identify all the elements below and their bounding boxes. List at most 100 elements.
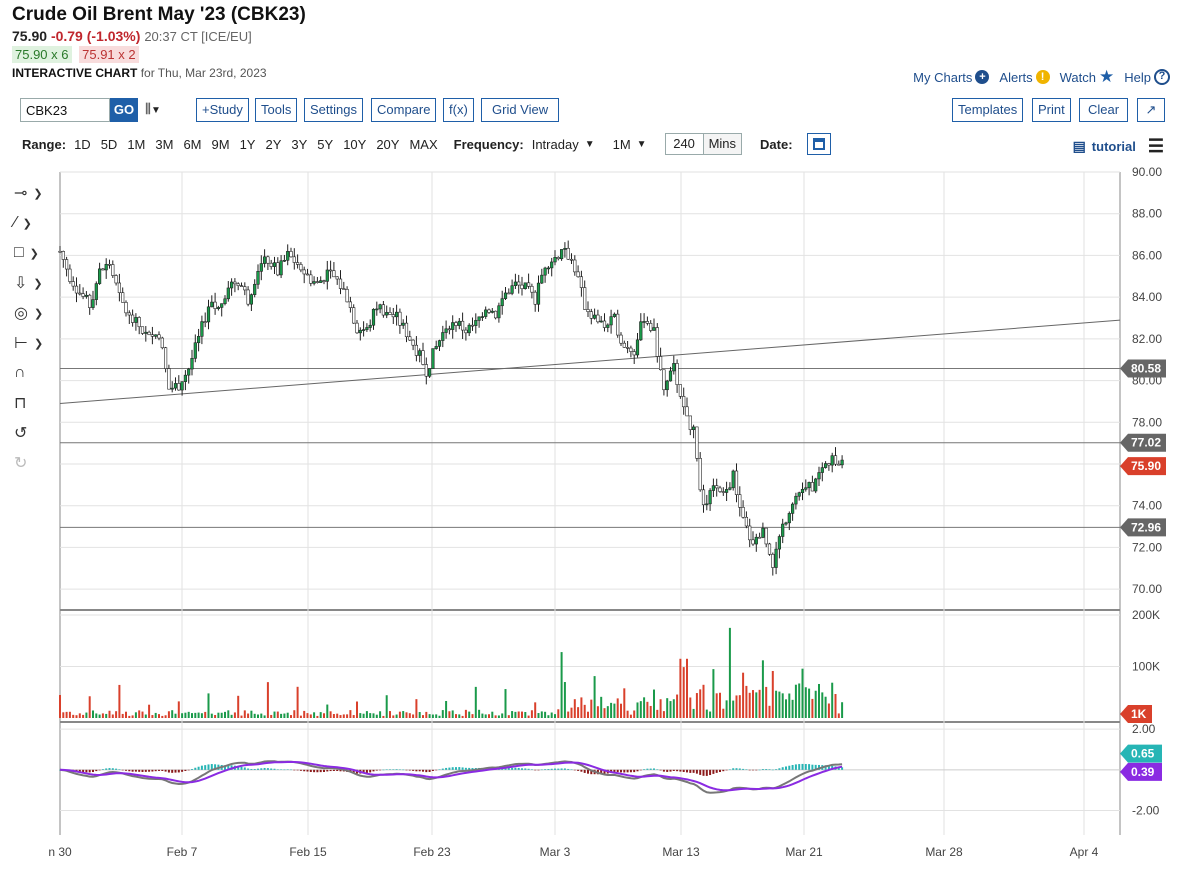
volume-bar	[748, 692, 751, 718]
volume-bar	[560, 652, 563, 718]
candle-body	[259, 263, 263, 272]
volume-bar	[92, 710, 94, 718]
macd-histogram-bar	[111, 768, 114, 770]
watch-link[interactable]: Watch ★	[1060, 67, 1115, 87]
chevron-right-icon: ❯	[33, 187, 43, 200]
settings-button[interactable]: Settings	[304, 98, 363, 122]
shape-tool[interactable]: □ ❯	[14, 238, 54, 268]
range-10y[interactable]: 10Y	[343, 136, 367, 152]
macd-histogram-bar	[788, 765, 791, 770]
macd-histogram-bar	[488, 768, 490, 770]
help-link[interactable]: Help?	[1124, 69, 1170, 85]
range-5d[interactable]: 5D	[100, 136, 118, 152]
chart-type-dropdown[interactable]: ⫼▼	[145, 101, 161, 117]
macd-histogram-bar	[445, 767, 448, 770]
volume-bar	[115, 711, 118, 718]
range-2y[interactable]: 2Y	[265, 136, 282, 152]
volume-bar	[398, 711, 401, 718]
macd-histogram-bar	[530, 769, 533, 770]
volume-bar	[435, 714, 438, 718]
quote-line: 75.90 -0.79 (-1.03%) 20:37 CT [ICE/EU]	[12, 28, 1172, 44]
range-1y[interactable]: 1Y	[239, 136, 256, 152]
volume-bar	[613, 703, 616, 718]
magnet-tool[interactable]: ∩	[14, 358, 54, 388]
top-links: My Charts + Alerts! Watch ★ Help?	[913, 67, 1170, 87]
candle-body	[619, 334, 623, 344]
volume-bar	[689, 697, 692, 718]
macd-histogram-bar	[814, 764, 817, 770]
chevron-right-icon: ❯	[33, 307, 44, 320]
volume-bar	[349, 710, 352, 718]
volume-bar	[567, 711, 570, 718]
macd-histogram-bar	[412, 769, 415, 771]
print-button[interactable]: Print	[1032, 98, 1071, 122]
macd-histogram-bar	[121, 769, 124, 771]
lock-tool[interactable]: ⊓	[14, 388, 54, 418]
candle-body	[807, 482, 811, 489]
macd-histogram-bar	[649, 768, 652, 770]
function-button[interactable]: f(x)	[443, 98, 474, 122]
tools-button[interactable]: Tools	[255, 98, 298, 122]
volume-bar	[266, 682, 269, 718]
range-6m[interactable]: 6M	[183, 136, 202, 152]
interval-dropdown[interactable]: 1M ▼	[613, 137, 647, 152]
expand-icon[interactable]: ↗	[1137, 98, 1165, 122]
macd-histogram-bar	[824, 765, 827, 770]
volume-bar	[365, 711, 368, 718]
compare-button[interactable]: Compare	[371, 98, 437, 122]
volume-bar	[679, 658, 682, 718]
annotation-tool[interactable]: ◎ ❯	[14, 298, 54, 328]
symbol-input[interactable]	[20, 98, 110, 122]
candle-body	[319, 280, 323, 283]
minutes-input[interactable]: 240 Mins	[664, 133, 743, 155]
study-button[interactable]: +Study	[196, 98, 249, 122]
candle-body	[131, 314, 135, 323]
crosshair-tool[interactable]: ⊸ ❯	[14, 178, 54, 208]
range-20y[interactable]: 20Y	[376, 136, 400, 152]
volume-bar	[134, 712, 137, 718]
macd-histogram-bar	[148, 769, 151, 772]
range-1m[interactable]: 1M	[127, 136, 146, 152]
grid-view-button[interactable]: Grid View	[481, 98, 560, 122]
candle-body	[101, 268, 105, 271]
range-9m[interactable]: 9M	[211, 136, 230, 152]
macd-histogram-bar	[339, 769, 342, 772]
range-1d[interactable]: 1D	[74, 136, 91, 152]
macd-histogram-bar	[299, 769, 302, 771]
range-3y[interactable]: 3Y	[291, 136, 308, 152]
tutorial-link[interactable]: ▤ tutorial ☰	[1073, 136, 1164, 157]
macd-histogram-bar	[785, 766, 787, 770]
volume-bar	[643, 697, 646, 718]
line-tool[interactable]: ⁄ ❯	[14, 208, 54, 238]
candle-body	[160, 337, 164, 349]
chart-grid	[59, 171, 1121, 835]
volume-bar	[699, 689, 702, 718]
candle-body	[569, 258, 574, 261]
candle-body	[583, 287, 587, 310]
my-charts-link[interactable]: My Charts +	[913, 70, 990, 85]
undo-tool[interactable]: ↺	[14, 418, 54, 448]
range-5y[interactable]: 5Y	[317, 136, 334, 152]
range-3m[interactable]: 3M	[155, 136, 174, 152]
frequency-dropdown[interactable]: Intraday ▼	[532, 137, 595, 152]
menu-icon[interactable]: ☰	[1147, 136, 1164, 156]
candle-body	[804, 487, 808, 490]
templates-button[interactable]: Templates	[952, 98, 1024, 122]
candle-body	[573, 259, 577, 273]
macd-histogram-bar	[620, 769, 622, 773]
range-max[interactable]: MAX	[409, 136, 438, 152]
calendar-icon[interactable]	[806, 133, 831, 155]
macd-histogram-bar	[672, 769, 675, 771]
macd-histogram-bar	[303, 769, 306, 772]
alerts-link[interactable]: Alerts!	[999, 70, 1050, 85]
candle-body	[734, 470, 739, 495]
clear-button[interactable]: Clear	[1079, 98, 1129, 122]
macd-histogram-bar	[834, 766, 837, 770]
redo-icon: ↻	[14, 455, 28, 472]
macd-histogram-bar	[313, 769, 316, 773]
go-button[interactable]: GO	[110, 98, 138, 122]
measure-tool[interactable]: ⊢ ❯	[14, 328, 54, 358]
redo-tool[interactable]: ↻	[14, 448, 54, 478]
volume-bar	[204, 711, 207, 718]
arrow-tool[interactable]: ⇩ ❯	[14, 268, 54, 298]
